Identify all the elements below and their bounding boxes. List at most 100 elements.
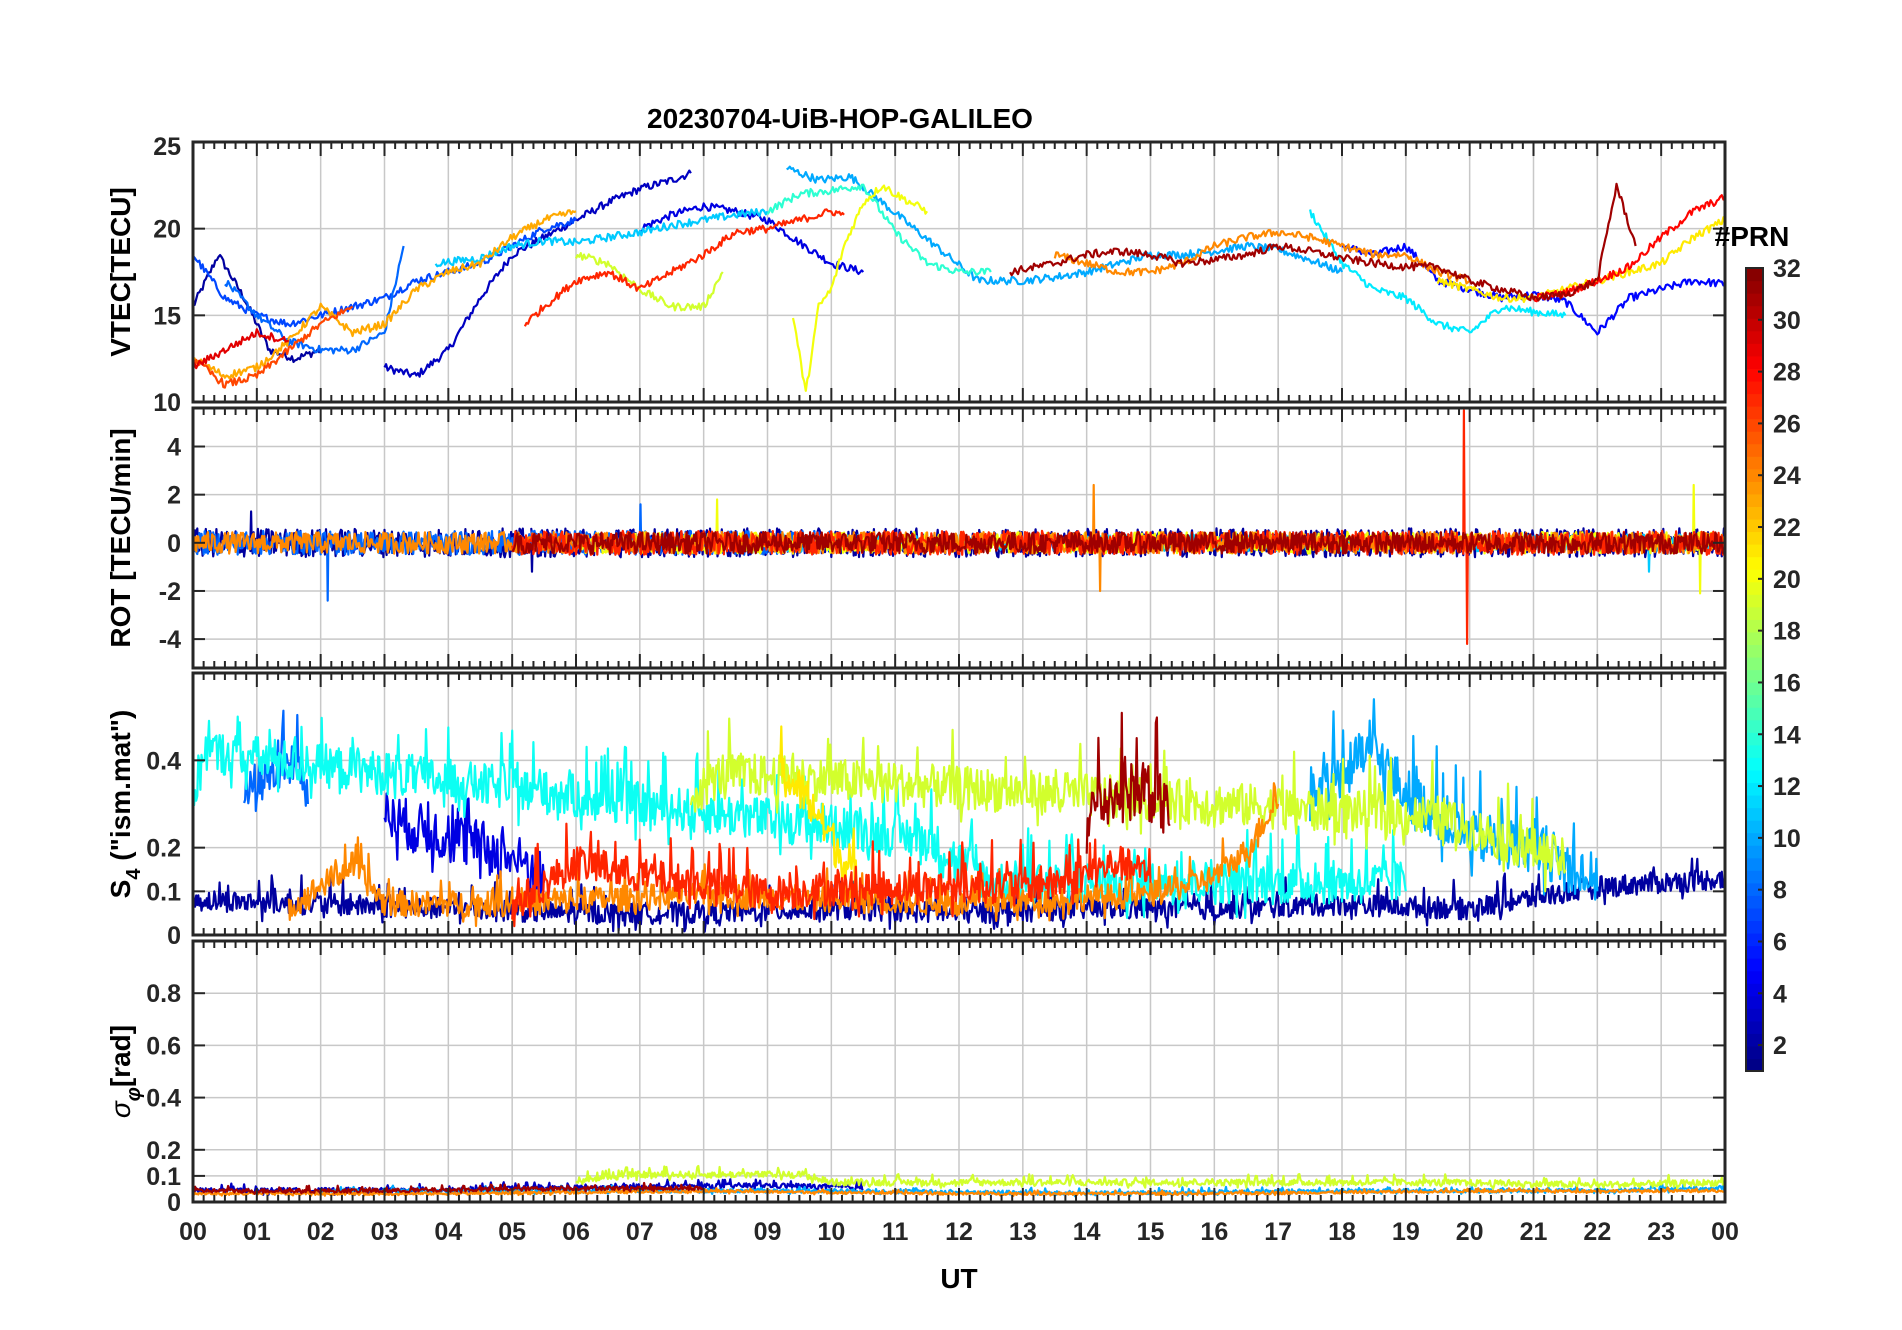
y-tick-label: 0.2	[146, 1137, 181, 1165]
y-tick-label: 0.2	[146, 835, 181, 863]
series-prn-10	[786, 165, 1344, 286]
colorbar-segment	[1746, 958, 1763, 972]
y-tick-label: 2	[167, 482, 181, 510]
y-axis-label: σφ[rad]	[105, 1025, 145, 1118]
colorbar-segment	[1746, 694, 1763, 708]
colorbar-tick-label: 6	[1773, 928, 1787, 956]
colorbar-segment	[1746, 380, 1763, 395]
x-tick-label: 00	[1711, 1218, 1739, 1246]
series-prn-4	[383, 792, 546, 895]
y-tick-label: 0.1	[146, 878, 181, 906]
colorbar-segment	[1746, 268, 1763, 282]
series-prn-8	[224, 245, 405, 355]
colorbar-label: #PRN	[1715, 221, 1790, 252]
panel-rot: -4 -2 0 2 4 ROT [TECU/min]	[105, 406, 1727, 670]
colorbar-segment	[1746, 669, 1763, 683]
colorbar-tick-label: 12	[1773, 773, 1801, 801]
y-axis-label-sub: 4	[123, 868, 145, 880]
x-tick-label: 11	[882, 1218, 909, 1246]
colorbar-segment	[1746, 1058, 1763, 1072]
colorbar-segment	[1746, 845, 1763, 859]
y-tick-label: 0.8	[146, 980, 181, 1008]
colorbar-segment	[1746, 732, 1763, 746]
colorbar-segment	[1746, 644, 1763, 658]
colorbar-tick-label: 24	[1773, 462, 1801, 490]
colorbar-segment	[1746, 443, 1763, 457]
colorbar-segment	[1746, 544, 1763, 558]
colorbar-segment	[1746, 481, 1763, 495]
colorbar-segment	[1746, 1045, 1763, 1060]
colorbar-segment	[1746, 431, 1763, 445]
y-tick-label: 4	[167, 434, 181, 462]
colorbar-segment	[1746, 832, 1763, 846]
colorbar-segment	[1746, 895, 1763, 909]
colorbar-segment	[1746, 820, 1763, 834]
panel-vtec: 10 15 20 25 VTEC[TECU]	[105, 133, 1727, 417]
colorbar-segment	[1746, 707, 1763, 721]
colorbar-tick-label: 14	[1773, 721, 1801, 749]
y-tick-label: 0.4	[146, 1085, 181, 1113]
colorbar-segment	[1746, 1020, 1763, 1034]
colorbar-segment	[1746, 995, 1763, 1009]
colorbar-segment	[1746, 857, 1763, 871]
colorbar-segment	[1746, 393, 1763, 407]
x-tick-label: 20	[1456, 1218, 1484, 1246]
y-axis-label-main: S	[105, 880, 136, 899]
x-ticks	[192, 673, 1726, 936]
x-tick-label: 07	[626, 1218, 654, 1246]
x-tick-label: 18	[1328, 1218, 1356, 1246]
colorbar-segment	[1746, 983, 1763, 997]
series-prn-2	[193, 254, 322, 364]
colorbar-segment	[1746, 581, 1763, 595]
colorbar-segment	[1746, 506, 1763, 520]
y-axis-label-rest: ("ism.mat")	[105, 710, 136, 869]
x-tick-labels: 00 01 02 03 04 05 06 07 08 09 10 11 12 13 14 15 16 17 18 19…	[179, 1218, 1739, 1246]
colorbar-segment	[1746, 870, 1763, 884]
colorbar-segment	[1746, 606, 1763, 620]
colorbar-frame	[1745, 267, 1764, 1072]
x-tick-label: 15	[1137, 1218, 1165, 1246]
y-tick-label: -2	[159, 578, 181, 606]
x-tick-label: 16	[1200, 1218, 1228, 1246]
y-axis-label-sub: φ	[123, 1087, 145, 1101]
colorbar-segment	[1746, 368, 1763, 382]
y-tick-label: 25	[153, 133, 181, 161]
panel-s4: 00.10.20.4S4 ("ism.mat")	[105, 671, 1727, 950]
colorbar-tick-label: 2	[1773, 1032, 1787, 1060]
colorbar-tick-label: 26	[1773, 410, 1801, 438]
colorbar-segment	[1746, 970, 1763, 984]
x-tick-label: 14	[1073, 1218, 1101, 1246]
y-tick-label: 20	[153, 216, 181, 244]
series-prn-19	[575, 252, 724, 312]
y-axis-label-main: σ	[105, 1100, 136, 1118]
series-prn-20	[791, 184, 929, 392]
series-prn-19	[689, 717, 1567, 893]
colorbar-segment	[1746, 682, 1763, 696]
series-prn-11	[434, 208, 769, 268]
x-tick-label: 23	[1647, 1218, 1675, 1246]
series-prn-31	[1009, 182, 1637, 302]
x-tick-label: 12	[945, 1218, 973, 1246]
colorbar-segment	[1746, 556, 1763, 570]
y-tick-label: 0	[167, 922, 181, 950]
colorbar-segment	[1746, 932, 1763, 947]
panel-sigma: 00.10.20.40.60.8σφ[rad]	[105, 939, 1727, 1217]
colorbar-segment	[1746, 769, 1763, 784]
colorbar-tick-label: 4	[1773, 980, 1787, 1008]
colorbar-segment	[1746, 330, 1763, 344]
x-tick-label: 22	[1583, 1218, 1611, 1246]
y-axis-label-rest: [rad]	[105, 1025, 136, 1087]
x-tick-label: 01	[243, 1218, 271, 1246]
y-tick-label: 0.1	[146, 1163, 181, 1191]
y-axis-label: S4 ("ism.mat")	[105, 710, 145, 899]
x-ticks	[192, 941, 1726, 1203]
y-tick-label: 0.6	[146, 1032, 181, 1060]
series-prn-29	[193, 328, 290, 371]
series-prn-24	[1053, 229, 1471, 285]
colorbar-segment	[1746, 882, 1763, 896]
colorbar-segment	[1746, 468, 1763, 482]
colorbar-tick-label: 18	[1773, 618, 1801, 646]
colorbar-segment	[1746, 569, 1763, 583]
